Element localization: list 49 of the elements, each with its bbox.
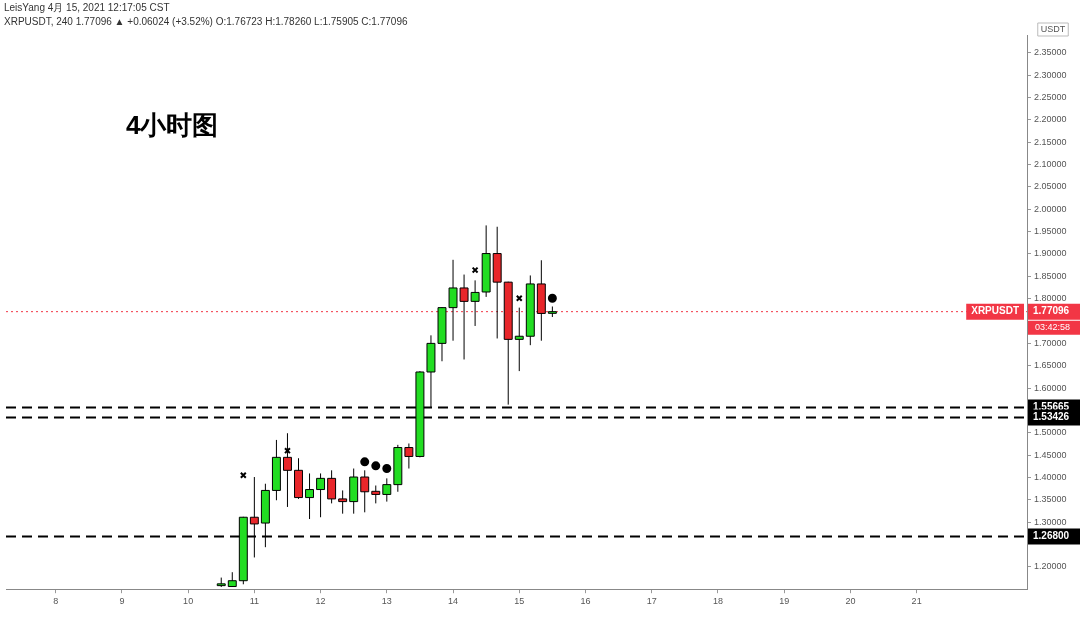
y-tick-label: 2.10000 — [1034, 159, 1067, 170]
y-tick-label: 1.80000 — [1034, 293, 1067, 304]
y-tick-label: 1.70000 — [1034, 337, 1067, 348]
y-tick-label: 2.25000 — [1034, 92, 1067, 103]
y-tick-label: 1.20000 — [1034, 561, 1067, 572]
y-tick-label: 2.05000 — [1034, 181, 1067, 192]
y-tick-label: 2.00000 — [1034, 203, 1067, 214]
x-tick-label: 20 — [845, 596, 856, 607]
text: 03:42:58 — [1035, 322, 1071, 333]
y-tick-label: 2.20000 — [1034, 114, 1067, 125]
y-tick-label: 1.95000 — [1034, 226, 1067, 237]
ref-line-label: 1.77096 — [1033, 305, 1070, 317]
x-tick-label: 8 — [53, 596, 59, 607]
y-tick-label: 1.30000 — [1034, 516, 1067, 527]
annotation: XRPUSDT — [971, 305, 1020, 317]
x-tick-label: 21 — [911, 596, 922, 607]
y-tick-label: 1.85000 — [1034, 270, 1067, 281]
y-tick-label: 2.35000 — [1034, 47, 1067, 58]
y-tick-label: 1.50000 — [1034, 427, 1067, 438]
x-tick-label: 19 — [779, 596, 790, 607]
x-tick-label: 18 — [712, 596, 723, 607]
x-tick-label: 15 — [514, 596, 525, 607]
x-tick-label: 11 — [249, 596, 260, 607]
y-tick-label: 1.45000 — [1034, 449, 1067, 460]
y-tick-label: 1.90000 — [1034, 248, 1067, 259]
y-axis-title: USDT — [1040, 24, 1066, 35]
text: LeisYang 4月 15, 2021 12:17:05 CST — [4, 1, 170, 13]
y-tick-label: 1.35000 — [1034, 494, 1067, 505]
ref-line-label: 1.55665 — [1033, 401, 1070, 413]
point — [371, 461, 381, 471]
x-tick-label: 13 — [381, 596, 392, 607]
y-tick-label: 1.65000 — [1034, 360, 1067, 371]
x-tick-label: 17 — [646, 596, 657, 607]
text: 4小时图 — [126, 110, 219, 141]
x-tick-label: 16 — [580, 596, 591, 607]
y-tick-label: 1.40000 — [1034, 471, 1067, 482]
ref-line-label: 1.53426 — [1033, 411, 1070, 423]
point — [360, 457, 370, 467]
point — [382, 464, 392, 474]
text: XRPUSDT, 240 1.77096 ▲ +0.06024 (+3.52%) O:1.76723 H:1.78260 L:1.75905 C:1.77096 — [4, 15, 408, 27]
x-tick-label: 10 — [183, 596, 194, 607]
point — [547, 293, 557, 303]
y-tick-label: 1.60000 — [1034, 382, 1067, 393]
x-tick-label: 9 — [119, 596, 125, 607]
y-tick-label: 2.15000 — [1034, 136, 1067, 147]
x-tick-label: 12 — [315, 596, 326, 607]
x-tick-label: 14 — [448, 596, 459, 607]
ref-line-label: 1.26800 — [1033, 530, 1070, 542]
y-tick-label: 2.30000 — [1034, 69, 1067, 80]
